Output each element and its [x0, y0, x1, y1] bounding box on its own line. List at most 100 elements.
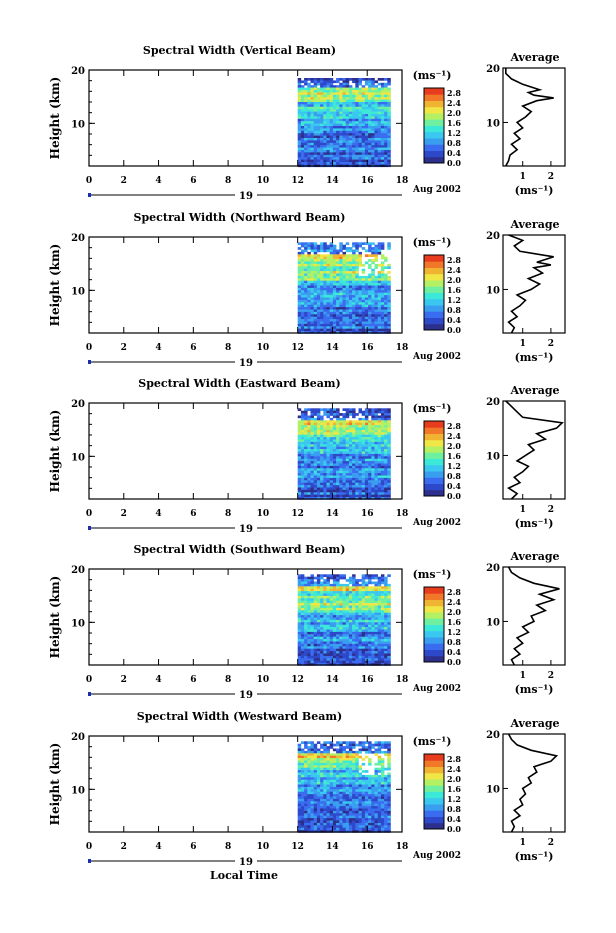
heatmap-cell [365, 632, 369, 635]
heatmap-cell [317, 274, 321, 277]
heatmap-cell [359, 432, 363, 435]
heatmap-cell [330, 763, 334, 766]
heatmap-cell [381, 596, 385, 599]
heatmap-cell [387, 312, 391, 315]
heatmap-cell [298, 281, 302, 284]
heatmap-cell [339, 305, 343, 308]
heatmap-cell [330, 584, 334, 587]
heatmap-cell [336, 148, 340, 151]
heatmap-cell [371, 646, 375, 649]
x-tick-label: 14 [326, 343, 339, 353]
heatmap-cell [375, 85, 379, 88]
heatmap-cell [371, 271, 375, 274]
heatmap-cell [346, 295, 350, 298]
heatmap-cell [371, 492, 375, 495]
heatmap-cell [301, 305, 305, 308]
y-axis-label: Height (km) [48, 410, 62, 493]
heatmap-cell [333, 632, 337, 635]
heatmap-cell [320, 302, 324, 305]
heatmap-cell [304, 775, 308, 778]
heatmap-cell [343, 322, 347, 325]
heatmap-cell [375, 109, 379, 112]
heatmap-cell [384, 411, 388, 414]
heatmap-cell [362, 278, 366, 281]
heatmap-cell [333, 278, 337, 281]
heatmap-cell [323, 133, 327, 136]
heatmap-cell [307, 143, 311, 146]
heatmap-cell [333, 591, 337, 594]
heatmap-cell [307, 746, 311, 749]
heatmap-cell [330, 618, 334, 621]
heatmap-cell [349, 765, 353, 768]
heatmap-cell [349, 257, 353, 260]
heatmap-cell [343, 594, 347, 597]
heatmap-cell [384, 112, 388, 115]
heatmap-cell [339, 627, 343, 630]
heatmap-cell [311, 622, 315, 625]
heatmap-cell [381, 620, 385, 623]
heatmap-cell [349, 160, 353, 163]
heatmap-cell [343, 591, 347, 594]
heatmap-cell [304, 257, 308, 260]
heatmap-cell [336, 782, 340, 785]
heatmap-cell [333, 252, 337, 255]
heatmap-cell [311, 95, 315, 98]
heatmap-cell [375, 768, 379, 771]
heatmap-cell [336, 145, 340, 148]
heatmap-cell [378, 276, 382, 279]
heatmap-cell [301, 411, 305, 414]
colorbar-tick-label: 0.4 [447, 647, 461, 657]
heatmap-cell [330, 466, 334, 469]
heatmap-cell [330, 418, 334, 421]
heatmap-cell [301, 476, 305, 479]
heatmap-cell [365, 618, 369, 621]
heatmap-cell [333, 637, 337, 640]
heatmap-cell [327, 112, 331, 115]
heatmap-cell [304, 145, 308, 148]
heatmap-cell [298, 464, 302, 467]
heatmap-cell [311, 613, 315, 616]
heatmap-cell [307, 459, 311, 462]
heatmap-cell [384, 100, 388, 103]
heatmap-cell [378, 435, 382, 438]
x-tick-label: 10 [257, 343, 270, 353]
heatmap-cell [323, 627, 327, 630]
heatmap-cell [349, 143, 353, 146]
heatmap-cell [387, 143, 391, 146]
heatmap-cell [336, 761, 340, 764]
heatmap-cell [339, 649, 343, 652]
heatmap-cell [355, 242, 359, 245]
heatmap-cell [298, 83, 302, 86]
heatmap-cell [301, 155, 305, 158]
heatmap-cell [307, 615, 311, 618]
heatmap-cell [333, 266, 337, 269]
heatmap-cell [311, 758, 315, 761]
heatmap-cell [339, 257, 343, 260]
heatmap-cell [336, 252, 340, 255]
heatmap-cell [355, 432, 359, 435]
heatmap-cell [304, 753, 308, 756]
heatmap-cell [365, 312, 369, 315]
heatmap-cell [375, 454, 379, 457]
heatmap-cell [349, 770, 353, 773]
heatmap-cell [314, 269, 318, 272]
heatmap-cell [352, 763, 356, 766]
heatmap-cell [333, 425, 337, 428]
heatmap-cell [368, 444, 372, 447]
heatmap-cell [320, 476, 324, 479]
day-label: 19 [239, 690, 253, 701]
heatmap-cell [307, 492, 311, 495]
heatmap-cell [362, 782, 366, 785]
heatmap-cell [368, 741, 372, 744]
heatmap-cell [355, 596, 359, 599]
heatmap-cell [362, 428, 366, 431]
heatmap-cell [314, 577, 318, 580]
heatmap-cell [346, 136, 350, 139]
heatmap-cell [317, 584, 321, 587]
heatmap-cell [343, 639, 347, 642]
heatmap-cell [387, 782, 391, 785]
heatmap-cell [323, 630, 327, 633]
heatmap-cell [314, 425, 318, 428]
heatmap-cell [333, 310, 337, 313]
avg-x-tick-label: 1 [520, 505, 526, 515]
